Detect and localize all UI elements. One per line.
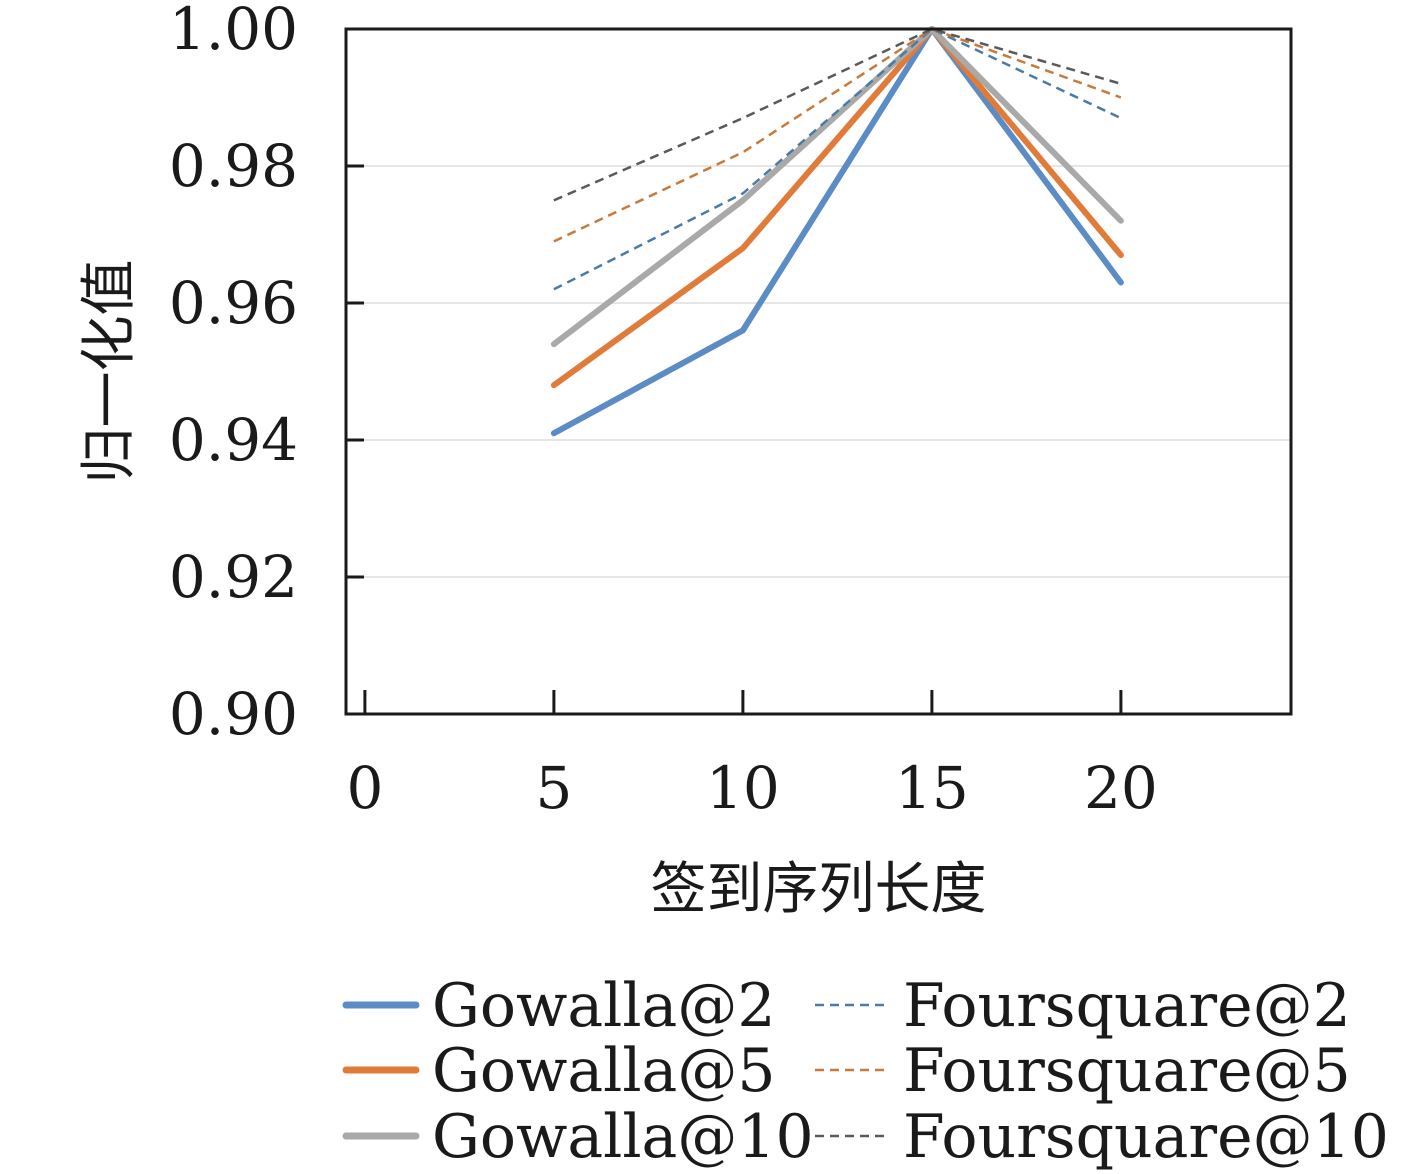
- axis-ticks: 0.90 0.92 0.94 0.96 0.98 1.00 0 5 10 15 20: [169, 0, 1158, 822]
- y-tick-label: 1.00: [169, 0, 298, 63]
- y-axis-title: 归一化值: [77, 260, 142, 484]
- y-tick-label: 0.90: [169, 680, 298, 748]
- series-line-foursquare-2: [553, 27, 1122, 291]
- x-axis-title: 签到序列长度: [651, 857, 987, 922]
- legend-label: Foursquare@10: [903, 1102, 1389, 1172]
- series-line-gowalla-10: [550, 26, 1124, 348]
- legend-label: Foursquare@2: [903, 971, 1351, 1041]
- legend-label: Gowalla@10: [432, 1102, 814, 1172]
- legend-label: Gowalla@5: [432, 1036, 776, 1106]
- series-line-gowalla-2: [550, 26, 1124, 437]
- gridlines: [346, 165, 1291, 578]
- series-lines: [550, 26, 1124, 437]
- x-tick-label: 20: [1084, 754, 1158, 822]
- series-line-gowalla-5: [550, 26, 1124, 389]
- x-tick-label: 0: [346, 754, 383, 822]
- x-tick-label: 15: [895, 754, 969, 822]
- legend-label: Gowalla@2: [432, 971, 776, 1041]
- legend-label: Foursquare@5: [903, 1036, 1351, 1106]
- series-line-foursquare-5: [553, 27, 1122, 243]
- y-tick-label: 0.94: [169, 406, 298, 474]
- y-tick-label: 0.96: [169, 269, 298, 337]
- y-tick-label: 0.92: [169, 543, 298, 611]
- x-tick-label: 5: [535, 754, 572, 822]
- y-tick-label: 0.98: [169, 132, 298, 200]
- x-tick-label: 10: [706, 754, 780, 822]
- plot-frame: [344, 27, 1293, 716]
- series-line-foursquare-10: [553, 27, 1122, 202]
